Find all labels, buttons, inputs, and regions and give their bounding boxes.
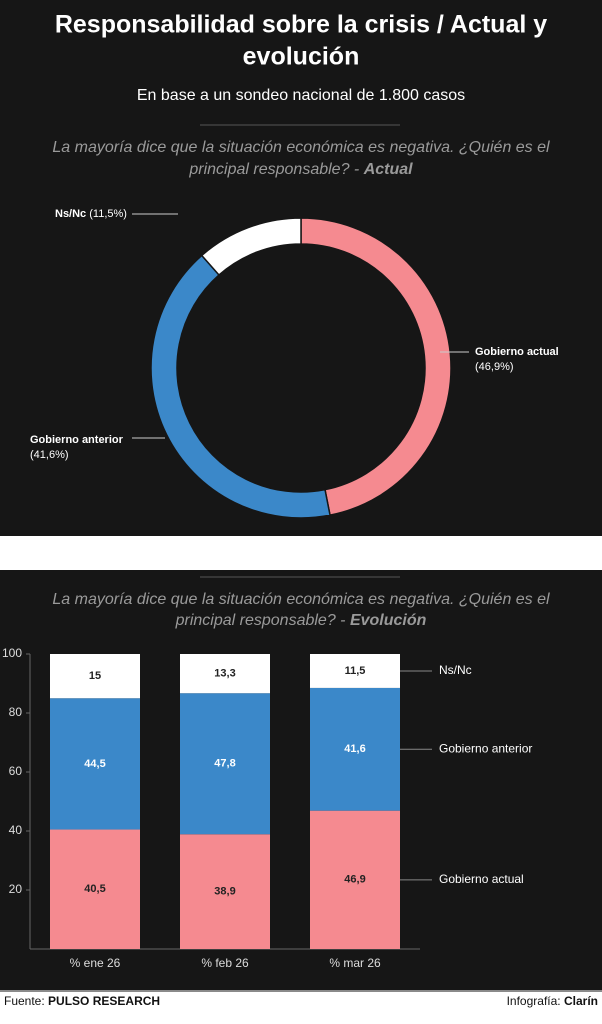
- title: Responsabilidad sobre la crisis / Actual…: [55, 11, 547, 39]
- bar-value-label: 41,6: [344, 743, 365, 755]
- subtitle: En base a un sondeo nacional de 1.800 ca…: [137, 87, 465, 104]
- bar-value-label: 40,5: [84, 883, 105, 895]
- y-tick-label: 60: [9, 764, 23, 778]
- bar-segment: [180, 693, 270, 835]
- bar-value-label: 47,8: [214, 758, 235, 770]
- value-label: (11,5%): [89, 208, 127, 220]
- category-label: Ns/Nc: [55, 208, 86, 220]
- question: principal responsable? -: [175, 612, 346, 629]
- question: La mayoría dice que la situación económi…: [52, 139, 550, 156]
- bar-value-label: 46,9: [344, 874, 365, 886]
- legend-label: Gobierno actual: [439, 872, 524, 886]
- donut-segment: [200, 217, 302, 277]
- y-tick-label: 100: [2, 646, 22, 660]
- y-tick-label: 20: [9, 882, 23, 896]
- bar-segment: [310, 654, 400, 688]
- source-label: Fuente:: [4, 994, 45, 1008]
- x-tick-label: % ene 26: [70, 956, 121, 970]
- question: principal responsable? - Actual: [188, 161, 413, 178]
- question: principal responsable? -: [188, 161, 359, 178]
- bar-segment: [180, 834, 270, 949]
- x-tick-label: % feb 26: [201, 956, 249, 970]
- bar-value-label: 44,5: [84, 758, 105, 770]
- donut-label: Ns/Nc (11,5%): [55, 208, 127, 220]
- question-emphasis: Evolución: [350, 612, 427, 629]
- bar-segment: [310, 687, 400, 811]
- bar-value-label: 13,3: [214, 668, 235, 680]
- y-tick-label: 40: [9, 823, 23, 837]
- title: evolución: [243, 43, 360, 71]
- donut-label: Gobierno anterior (41,6%): [30, 434, 124, 461]
- bar-segment: [180, 654, 270, 694]
- credit: Clarín: [564, 994, 598, 1008]
- source: PULSO RESEARCH: [48, 994, 160, 1008]
- value-label: (41,6%): [30, 449, 69, 461]
- category-label: Gobierno actual: [475, 346, 559, 358]
- question: principal responsable? - Evolución: [175, 612, 427, 629]
- bar-value-label: 11,5: [345, 665, 366, 677]
- value-label: (46,9%): [475, 361, 514, 373]
- legend-label: Ns/Nc: [439, 663, 472, 677]
- question-emphasis: Actual: [363, 161, 413, 178]
- category-label: Gobierno anterior: [30, 434, 124, 446]
- question: La mayoría dice que la situación económi…: [52, 591, 550, 608]
- bar-value-label: 38,9: [214, 886, 235, 898]
- donut-label: Gobierno actual (46,9%): [475, 346, 559, 373]
- legend-label: Gobierno anterior: [439, 741, 532, 755]
- bar-segment: [50, 829, 140, 949]
- footer-credit: Infografía: Clarín: [507, 994, 598, 1008]
- x-tick-label: % mar 26: [329, 956, 381, 970]
- footer-source: Fuente: PULSO RESEARCH: [4, 994, 160, 1008]
- bar-value-label: 15: [89, 670, 101, 682]
- top-panel: [0, 0, 602, 536]
- bar-segment: [50, 654, 140, 699]
- bar-segment: [310, 810, 400, 949]
- y-tick-label: 80: [9, 705, 23, 719]
- bar-segment: [50, 698, 140, 830]
- credit-label: Infografía:: [507, 994, 561, 1008]
